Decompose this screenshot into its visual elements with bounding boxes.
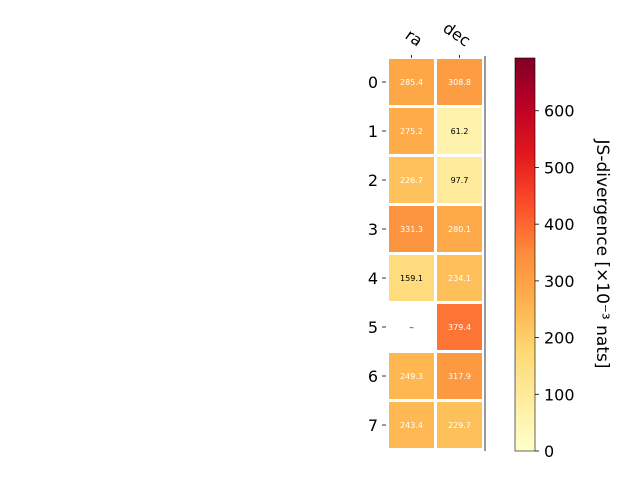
column-labels: ra dec [402,18,474,58]
heatmap-cell [437,255,482,301]
cell-value-label: 61.2 [451,127,469,136]
cell-missing-label: – [409,323,414,333]
row-label: 6 [368,367,378,386]
row-label: 1 [368,122,378,141]
cell-value-label: 97.7 [451,176,469,185]
heatmap-cell [389,206,434,252]
colorbar-gradient [514,57,536,452]
row-label: 7 [368,416,378,435]
cell-value-label: 280.1 [448,225,471,234]
row-label: 2 [368,171,378,190]
colorbar-tick-label: 0 [544,442,554,461]
cell-value-label: 285.4 [400,78,423,87]
colorbar-tick-label: 100 [544,385,575,404]
heatmap-cell [437,157,482,203]
cell-value-label: 226.7 [400,176,423,185]
cell-value-label: 243.4 [400,421,423,430]
colorbar-tick-label: 200 [544,329,575,348]
row-labels: 0 1 2 3 4 5 6 7 [368,73,386,435]
heatmap-cell [437,402,482,448]
heatmap-cell [389,108,434,154]
heatmap-cell [389,157,434,203]
row-label: 5 [368,318,378,337]
colorbar-tick-label: 300 [544,272,575,291]
colorbar-tick-label: 600 [544,102,575,121]
row-label: 0 [368,73,378,92]
cell-value-label: 331.3 [400,225,423,234]
heatmap-cell [389,402,434,448]
heatmap-cell [437,304,482,350]
heatmap-cell [437,353,482,399]
cell-value-label: 159.1 [400,274,423,283]
cell-value-label: 379.4 [448,323,471,332]
heatmap-cell [437,108,482,154]
cell-value-label: 317.9 [448,372,471,381]
colorbar: 0 100 200 300 400 500 600 [514,57,575,461]
heatmap-cells: 285.4 308.8 275.2 61.2 226.7 97.7 331.3 280.1 15… [389,56,486,451]
cell-value-label: 234.1 [448,274,471,283]
column-label: ra [402,25,426,50]
row-label: 4 [368,269,378,288]
column-label: dec [440,18,474,50]
heatmap-cell [389,59,434,105]
heatmap-cell [389,353,434,399]
row-label: 3 [368,220,378,239]
heatmap-cell [437,206,482,252]
colorbar-tick-label: 400 [544,215,575,234]
cell-value-label: 249.3 [400,372,423,381]
colorbar-tick-label: 500 [544,158,575,177]
cell-value-label: 275.2 [400,127,423,136]
colorbar-label: JS-divergence [×10⁻³ nats] [592,139,612,369]
cell-value-label: 308.8 [448,78,471,87]
heatmap-cell [389,255,434,301]
heatmap-cell [437,59,482,105]
cell-value-label: 229.7 [448,421,471,430]
